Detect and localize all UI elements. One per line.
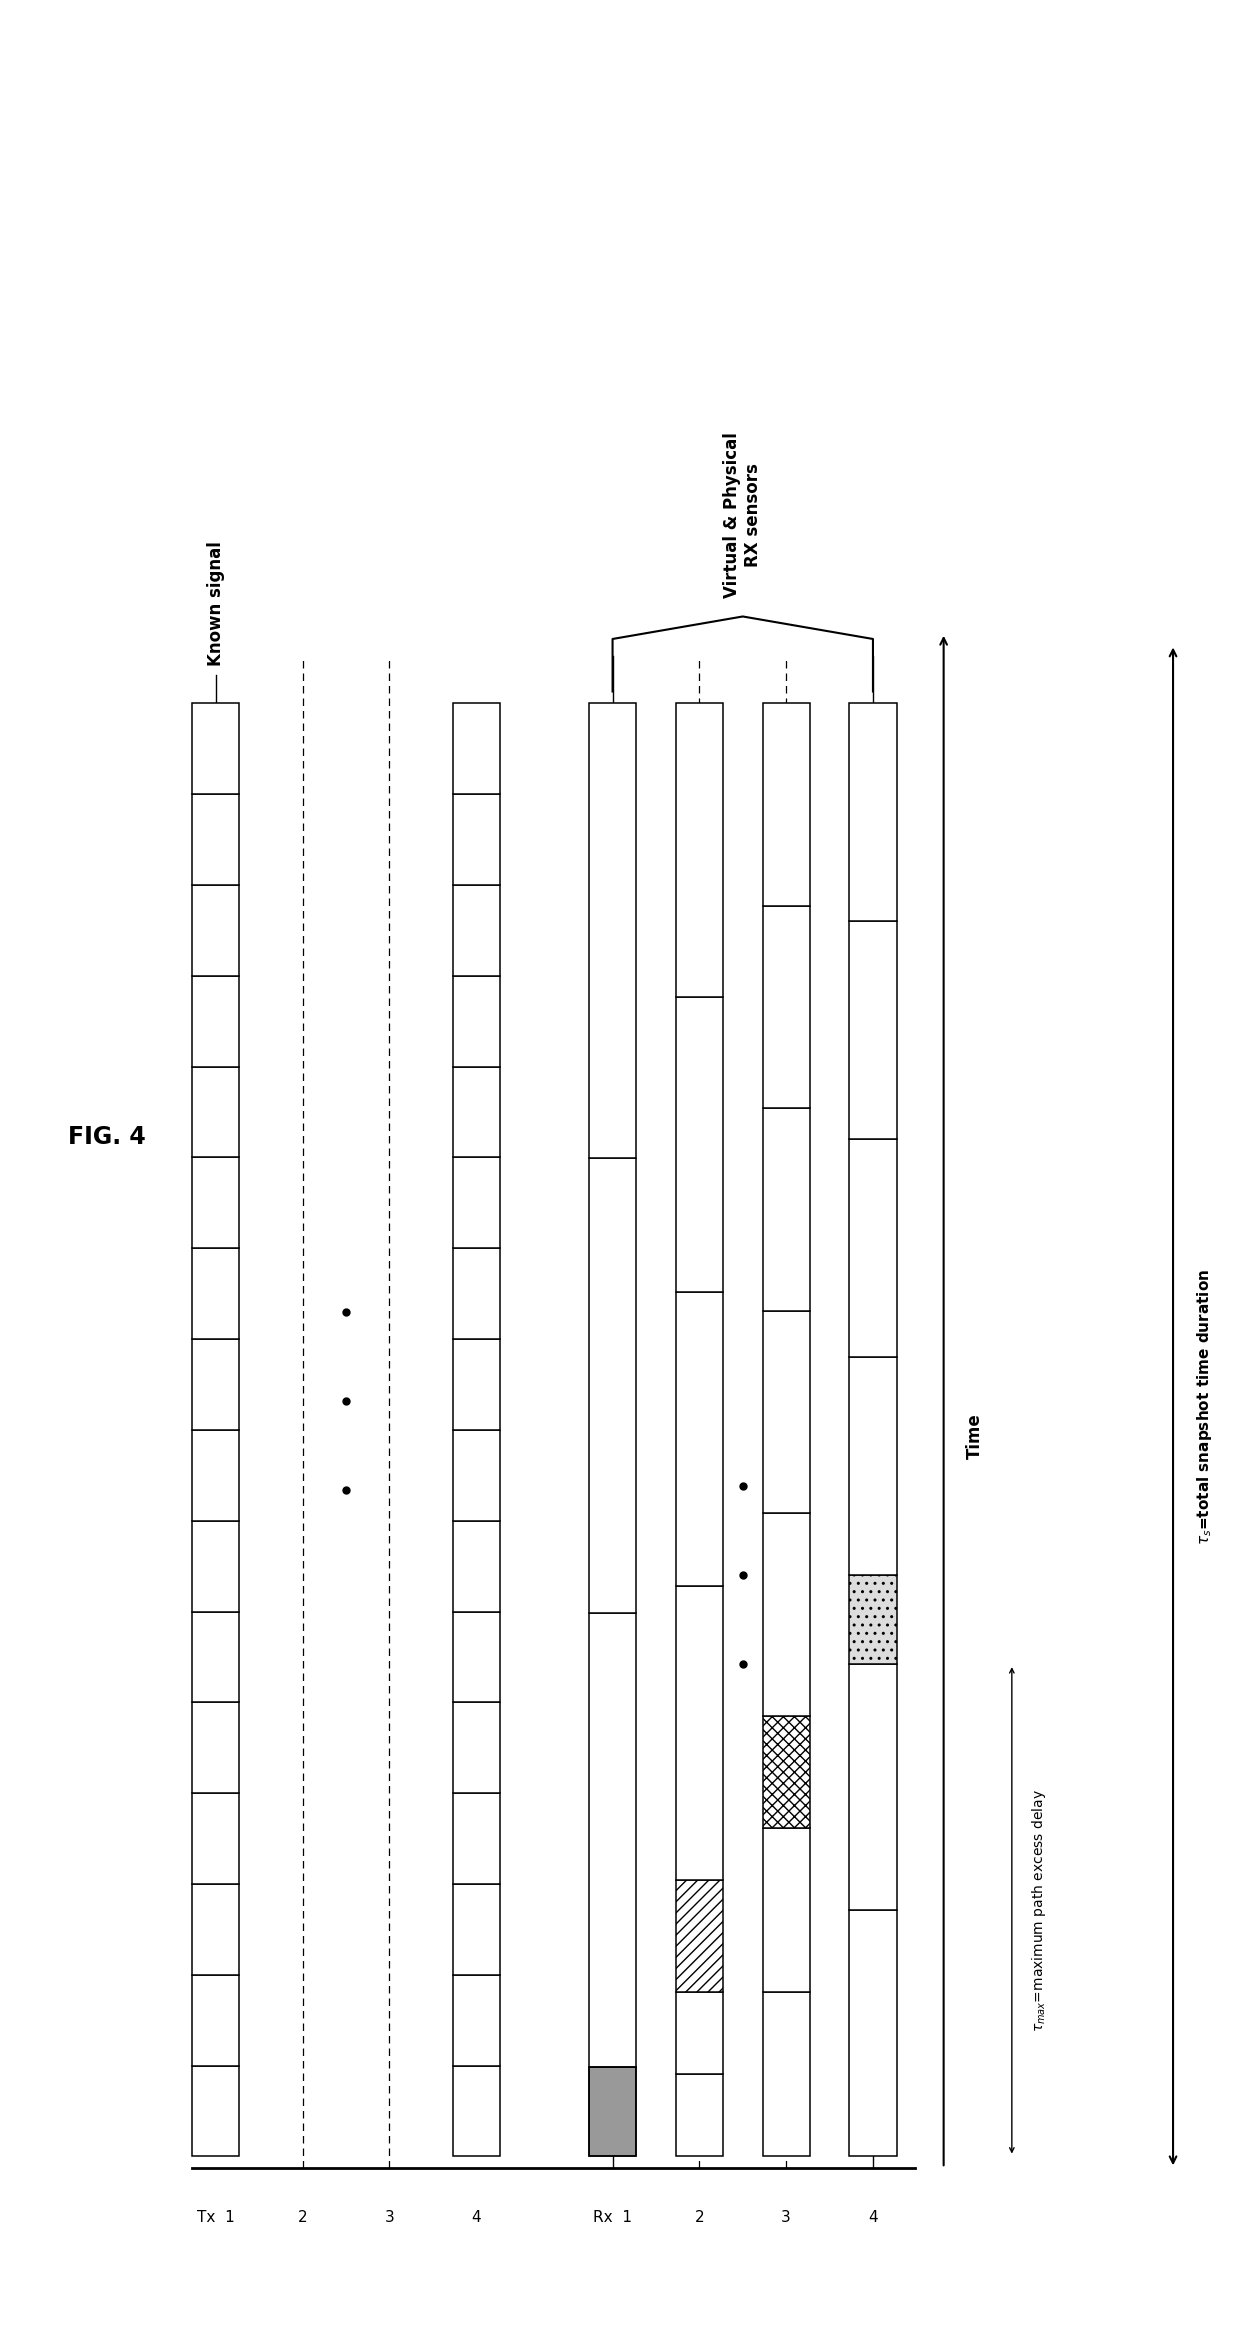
Text: Tx  1: Tx 1	[197, 2210, 234, 2224]
Bar	[192, 1793, 239, 1885]
Text: $\tau_{max}$=maximum path excess delay: $\tau_{max}$=maximum path excess delay	[1030, 1788, 1049, 2032]
Bar	[453, 1247, 500, 1338]
Text: 2: 2	[694, 2210, 704, 2224]
Bar	[676, 1585, 723, 1880]
Bar	[192, 795, 239, 886]
Bar	[192, 1521, 239, 1613]
Bar	[763, 1716, 810, 1828]
Bar	[589, 2067, 636, 2156]
Bar	[453, 1158, 500, 1247]
Bar	[192, 2065, 239, 2156]
Bar	[849, 1910, 897, 2156]
Text: FIG. 4: FIG. 4	[68, 1125, 146, 1149]
Bar	[849, 703, 897, 921]
Bar	[453, 1974, 500, 2065]
Bar	[453, 2065, 500, 2156]
Bar	[453, 1521, 500, 1613]
Bar	[453, 975, 500, 1067]
Text: Known signal: Known signal	[207, 541, 224, 666]
Bar	[763, 1310, 810, 1514]
Bar	[763, 1828, 810, 1992]
Bar	[453, 1430, 500, 1521]
Text: 2: 2	[298, 2210, 308, 2224]
Bar	[453, 1338, 500, 1430]
Bar	[849, 1575, 897, 1664]
Bar	[192, 1974, 239, 2065]
Bar	[192, 703, 239, 795]
Bar	[453, 795, 500, 886]
Bar	[453, 1702, 500, 1793]
Bar	[453, 1793, 500, 1885]
Bar	[676, 996, 723, 1292]
Bar	[192, 1702, 239, 1793]
Text: 3: 3	[384, 2210, 394, 2224]
Bar	[192, 975, 239, 1067]
Bar	[763, 703, 810, 905]
Bar	[192, 1885, 239, 1974]
Text: Virtual & Physical
RX sensors: Virtual & Physical RX sensors	[723, 431, 763, 598]
Bar	[676, 1292, 723, 1585]
Bar	[589, 1158, 636, 1613]
Bar	[192, 886, 239, 975]
Bar	[676, 703, 723, 999]
Bar	[453, 1067, 500, 1158]
Text: 4: 4	[868, 2210, 878, 2224]
Bar	[676, 1992, 723, 2074]
Text: 4: 4	[471, 2210, 481, 2224]
Bar	[849, 1357, 897, 1575]
Bar	[192, 1158, 239, 1247]
Bar	[192, 1338, 239, 1430]
Bar	[192, 1430, 239, 1521]
Bar	[763, 1514, 810, 1716]
Bar	[453, 886, 500, 975]
Bar	[589, 703, 636, 1158]
Bar	[192, 1613, 239, 1702]
Bar	[763, 1109, 810, 1310]
Text: Rx  1: Rx 1	[593, 2210, 632, 2224]
Bar	[763, 1992, 810, 2156]
Bar	[676, 1880, 723, 1992]
Bar	[453, 1885, 500, 1974]
Bar	[849, 1139, 897, 1357]
Text: Time: Time	[966, 1413, 985, 1458]
Bar	[849, 921, 897, 1139]
Bar	[849, 1664, 897, 1910]
Bar	[676, 2074, 723, 2156]
Bar	[589, 1613, 636, 2067]
Text: $\tau_s$=total snapshot time duration: $\tau_s$=total snapshot time duration	[1195, 1268, 1214, 1545]
Text: 3: 3	[781, 2210, 791, 2224]
Bar	[453, 1613, 500, 1702]
Bar	[192, 1067, 239, 1158]
Bar	[453, 703, 500, 795]
Bar	[763, 905, 810, 1109]
Bar	[192, 1247, 239, 1338]
Bar	[589, 2067, 636, 2156]
